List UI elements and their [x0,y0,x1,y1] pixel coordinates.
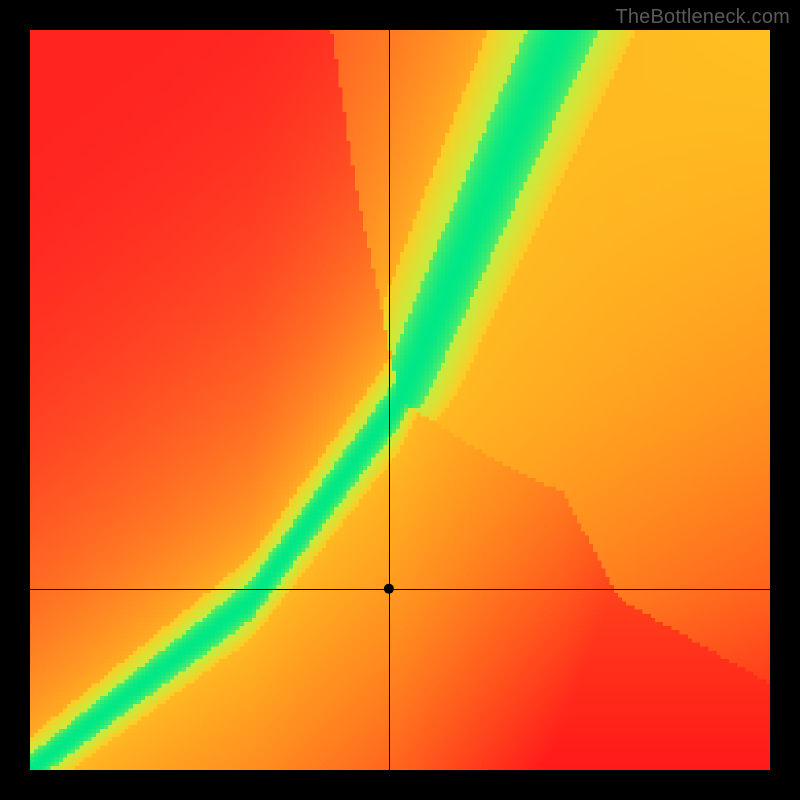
chart-frame: { "watermark": "TheBottleneck.com", "lay… [0,0,800,800]
watermark-text: TheBottleneck.com [615,6,790,29]
crosshair-overlay [30,30,770,770]
